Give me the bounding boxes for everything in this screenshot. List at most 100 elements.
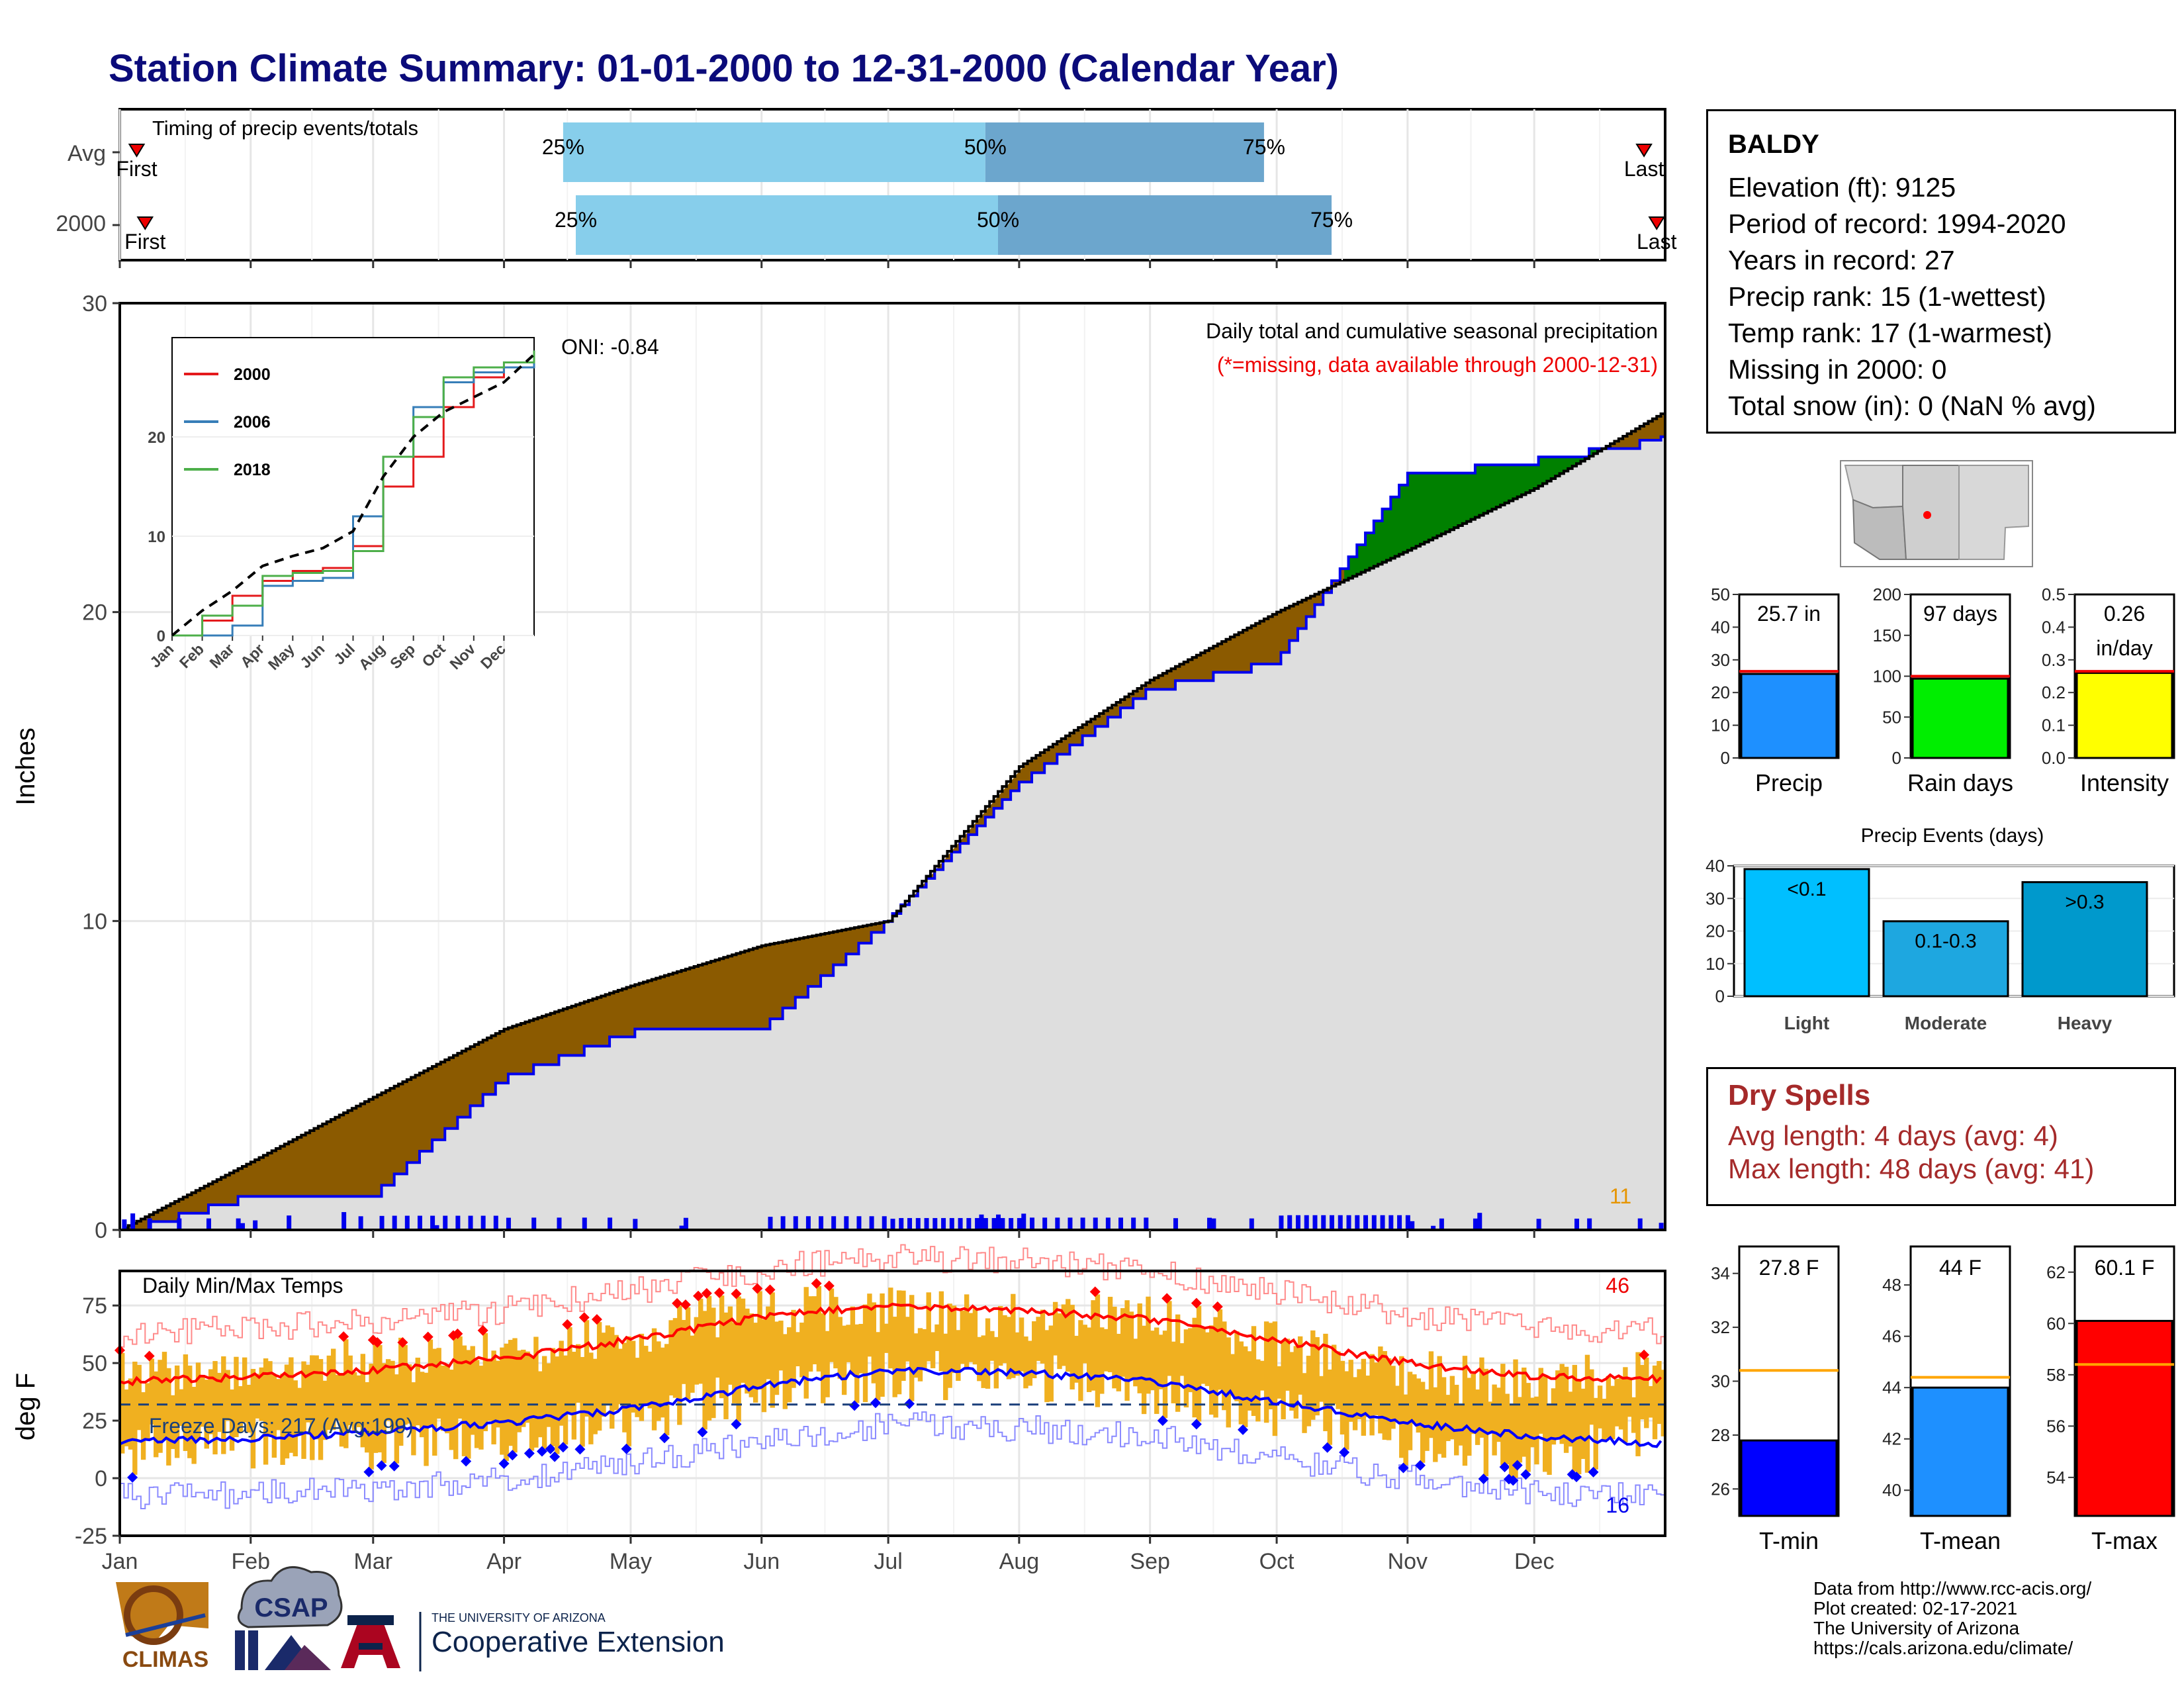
daily-temp-bar <box>347 1355 353 1426</box>
daily-temp-bar <box>1348 1360 1353 1422</box>
daily-precip-bar <box>869 1216 874 1230</box>
daily-temp-bar <box>512 1338 518 1453</box>
daily-temp-bar <box>555 1356 560 1454</box>
timing-bar-late <box>997 195 1332 255</box>
daily-temp-bar <box>301 1361 306 1459</box>
oni-label: ONI: -0.84 <box>561 335 659 359</box>
daily-temp-bar <box>664 1344 670 1436</box>
daily-precip-bar <box>430 1215 435 1230</box>
record-low-marker <box>731 1419 742 1430</box>
daily-temp-bar <box>550 1348 556 1446</box>
daily-temp-bar <box>1462 1356 1468 1466</box>
daily-temp-bar <box>225 1370 230 1421</box>
daily-temp-bar <box>238 1386 244 1433</box>
daily-temp-bar <box>1175 1314 1181 1412</box>
daily-temp-bar <box>424 1372 429 1466</box>
record-high-marker <box>680 1299 691 1310</box>
daily-precip-bar <box>582 1217 587 1230</box>
daily-temp-bar <box>892 1317 897 1397</box>
daily-precip-bar <box>890 1219 895 1230</box>
daily-temp-bar <box>453 1338 459 1460</box>
daily-temp-bar <box>293 1380 298 1456</box>
daily-temp-bar <box>989 1331 995 1361</box>
daily-temp-bar <box>977 1336 982 1382</box>
daily-temp-bar <box>736 1296 741 1422</box>
daily-temp-bar <box>812 1296 817 1364</box>
daily-temp-bar <box>1576 1380 1582 1475</box>
daily-temp-bar <box>672 1318 678 1398</box>
mini-bar-value-label: 0.26 <box>2104 602 2145 626</box>
daily-temp-bar <box>314 1355 319 1440</box>
ua-logo: THE UNIVERSITY OF ARIZONA Cooperative Ex… <box>341 1611 725 1671</box>
daily-temp-bar <box>1522 1367 1527 1457</box>
daily-temp-bar <box>183 1354 189 1451</box>
daily-temp-bar <box>1137 1303 1142 1393</box>
daily-temp-bar <box>1458 1404 1463 1446</box>
daily-temp-bar <box>1542 1376 1548 1472</box>
daily-temp-bar <box>1251 1326 1257 1417</box>
daily-temp-bar <box>1483 1368 1489 1477</box>
daily-temp-bar <box>901 1290 906 1382</box>
daily-temp-bar <box>1133 1338 1138 1387</box>
month-label: Dec <box>1514 1549 1554 1574</box>
station-years: Years in record: 27 <box>1728 245 1955 275</box>
daily-precip-bar <box>1211 1218 1216 1230</box>
daily-temp-bar <box>1234 1331 1240 1401</box>
events-tick-label: 10 <box>1706 954 1725 974</box>
mini-bar-tick-label: 50 <box>1882 707 1901 727</box>
daily-temp-bar <box>1644 1357 1649 1429</box>
daily-temp-bar <box>884 1323 889 1353</box>
daily-temp-bar <box>981 1335 986 1388</box>
daily-temp-bar <box>1141 1325 1147 1415</box>
record-low-marker <box>1512 1460 1523 1471</box>
daily-temp-bar <box>1171 1341 1176 1403</box>
daily-temp-bar <box>1610 1385 1615 1440</box>
daily-temp-bar <box>757 1291 762 1390</box>
daily-temp-bar <box>1614 1378 1619 1427</box>
daily-temp-bar <box>335 1374 340 1421</box>
daily-temp-bar <box>1103 1329 1109 1372</box>
temp-bar-tick-label: 56 <box>2046 1416 2066 1436</box>
daily-temp-bar <box>825 1331 830 1397</box>
temp-bar-tick-label: 62 <box>2046 1262 2066 1282</box>
mini-bar-tick-label: 40 <box>1711 617 1730 637</box>
heavy-days-count: 11 <box>1610 1184 1631 1208</box>
daily-temp-bar <box>588 1352 594 1444</box>
daily-temp-bar <box>1167 1301 1172 1376</box>
daily-temp-bar <box>508 1340 514 1446</box>
record-high-marker <box>578 1312 590 1323</box>
daily-temp-bar <box>1631 1397 1637 1433</box>
record-high-marker <box>693 1290 704 1301</box>
daily-precip-bar <box>1536 1219 1541 1230</box>
daily-temp-bar <box>1217 1309 1223 1390</box>
daily-temp-bar <box>647 1351 653 1409</box>
daily-temp-bar <box>246 1384 251 1433</box>
daily-temp-bar <box>191 1387 197 1464</box>
mini-bar-tick-label: 0.5 <box>2042 585 2066 604</box>
daily-temp-bar <box>145 1383 150 1440</box>
daily-temp-bar <box>1120 1308 1126 1377</box>
daily-temp-bar <box>1373 1362 1379 1415</box>
timing-label: Timing of precip events/totals <box>152 117 418 140</box>
record-low-marker <box>574 1444 586 1455</box>
daily-precip-bar <box>933 1218 938 1230</box>
daily-temp-bar <box>997 1306 1003 1366</box>
daily-temp-bar <box>1310 1330 1316 1420</box>
daily-precip-bar <box>341 1212 347 1230</box>
temp-panel-title: Daily Min/Max Temps <box>142 1274 343 1297</box>
daily-temp-bar <box>1272 1321 1278 1436</box>
temp-bar-value <box>1740 1439 1838 1517</box>
daily-temp-bar <box>719 1295 725 1399</box>
daily-temp-bar <box>208 1369 214 1434</box>
daily-temp-bar <box>330 1348 336 1430</box>
temp-bar-tick-label: 28 <box>1711 1425 1730 1445</box>
daily-temp-bar <box>187 1365 193 1458</box>
station-temp-rank: Temp rank: 17 (1-warmest) <box>1728 318 2052 348</box>
daily-temp-bar <box>1365 1376 1371 1417</box>
daily-temp-bar <box>1661 1370 1666 1436</box>
temp-bar-tick-label: 42 <box>1882 1429 1901 1449</box>
daily-temp-bar <box>960 1310 965 1364</box>
timing-pct-label: 75% <box>1243 135 1285 159</box>
daily-temp-bar <box>195 1362 201 1440</box>
daily-temp-bar <box>1504 1393 1510 1465</box>
